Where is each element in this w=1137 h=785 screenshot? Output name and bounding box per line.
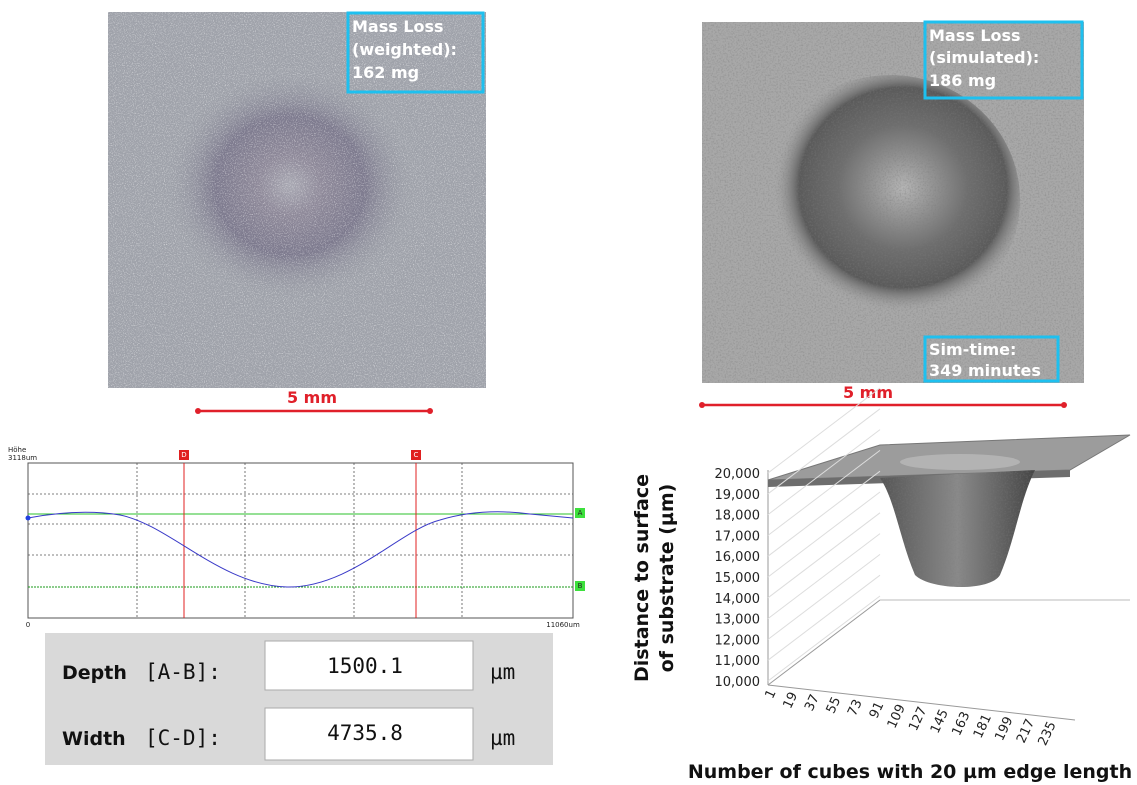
measurement-value: 4735.8 xyxy=(327,721,403,745)
measurement-label: Depth xyxy=(62,662,127,684)
profile-y-label: Höhe xyxy=(8,446,26,454)
measurement-panel: Depth [A-B]: 1500.1 µm Width [C-D]: 4735… xyxy=(45,633,553,765)
mass-loss-text: Mass Loss xyxy=(929,26,1021,45)
measurement-range: [C-D]: xyxy=(145,726,221,750)
sim-time-text: 349 minutes xyxy=(929,361,1041,380)
mass-loss-text: (simulated): xyxy=(929,48,1039,67)
y-tick-label: 14,000 xyxy=(715,592,761,607)
grid-line xyxy=(768,513,880,598)
cursor-label: A xyxy=(578,509,583,517)
x-tick-label: 163 xyxy=(949,710,973,739)
measurement-range: [A-B]: xyxy=(145,660,221,684)
x-tick-label: 199 xyxy=(992,714,1016,743)
measurement-value: 1500.1 xyxy=(327,654,403,678)
y-axis-label: of substrate (µm) xyxy=(656,484,678,673)
mass-loss-text: Mass Loss xyxy=(352,17,444,36)
x-tick-label: 55 xyxy=(824,695,845,716)
x-tick-label: 217 xyxy=(1014,717,1038,746)
scale-label: 5 mm xyxy=(287,388,337,407)
y-tick-label: 12,000 xyxy=(715,633,761,648)
mass-loss-text: 186 mg xyxy=(929,71,996,90)
measurement-unit: µm xyxy=(490,726,515,750)
y-tick-label: 19,000 xyxy=(715,488,761,503)
y-tick-label: 11,000 xyxy=(715,654,761,669)
profile-y-max: 3118um xyxy=(8,454,37,462)
left-photo: Mass Loss (weighted): 162 mg xyxy=(108,12,486,388)
grid-line xyxy=(768,596,880,681)
figure: Mass Loss (weighted): 162 mg 5 mm Mass L… xyxy=(0,0,1137,785)
profile-x-max: 11060um xyxy=(546,621,580,629)
sim-time-text: Sim-time: xyxy=(929,340,1016,359)
y-tick-label: 10,000 xyxy=(715,675,761,690)
y-tick-label: 13,000 xyxy=(715,613,761,628)
y-tick-label: 16,000 xyxy=(715,550,761,565)
x-tick-label: 1 xyxy=(763,687,780,701)
right-image: Mass Loss (simulated): 186 mg Sim-time: … xyxy=(702,22,1084,383)
x-tick-label: 73 xyxy=(845,697,866,718)
left-scale: 5 mm xyxy=(195,388,433,414)
cursor-label: B xyxy=(578,582,583,590)
x-tick-label: 109 xyxy=(885,702,909,731)
y-tick-label: 15,000 xyxy=(715,571,761,586)
measurement-label: Width xyxy=(62,728,126,750)
right-scale: 5 mm xyxy=(699,383,1067,408)
mass-loss-text: 162 mg xyxy=(352,63,419,82)
surface-chart: Distance to surface of substrate (µm) Nu… xyxy=(631,388,1132,783)
grid-line xyxy=(768,492,880,577)
x-tick-label: 37 xyxy=(802,692,823,713)
cursor-label: C xyxy=(414,451,419,459)
grid-line xyxy=(768,554,880,639)
grid-line xyxy=(768,575,880,660)
scale-label: 5 mm xyxy=(843,383,893,402)
x-tick-label: 145 xyxy=(928,707,952,736)
x-tick-label: 235 xyxy=(1036,719,1060,748)
grid-line xyxy=(768,534,880,619)
x-tick-label: 91 xyxy=(867,700,888,721)
y-tick-label: 20,000 xyxy=(715,467,761,482)
y-axis-label: Distance to surface xyxy=(631,474,653,682)
cursor-label: D xyxy=(181,451,186,459)
y-tick-label: 18,000 xyxy=(715,509,761,524)
x-axis-label: Number of cubes with 20 µm edge length xyxy=(688,761,1132,783)
y-tick-label: 17,000 xyxy=(715,529,761,544)
mass-loss-text: (weighted): xyxy=(352,40,457,59)
x-tick-label: 19 xyxy=(781,690,802,711)
measurement-unit: µm xyxy=(490,660,515,684)
x-tick-label: 127 xyxy=(906,705,930,734)
profile-plot: Höhe 3118um D C A B 0 11060um xyxy=(8,446,585,629)
profile-x-min: 0 xyxy=(26,621,30,629)
x-tick-label: 181 xyxy=(971,712,995,741)
